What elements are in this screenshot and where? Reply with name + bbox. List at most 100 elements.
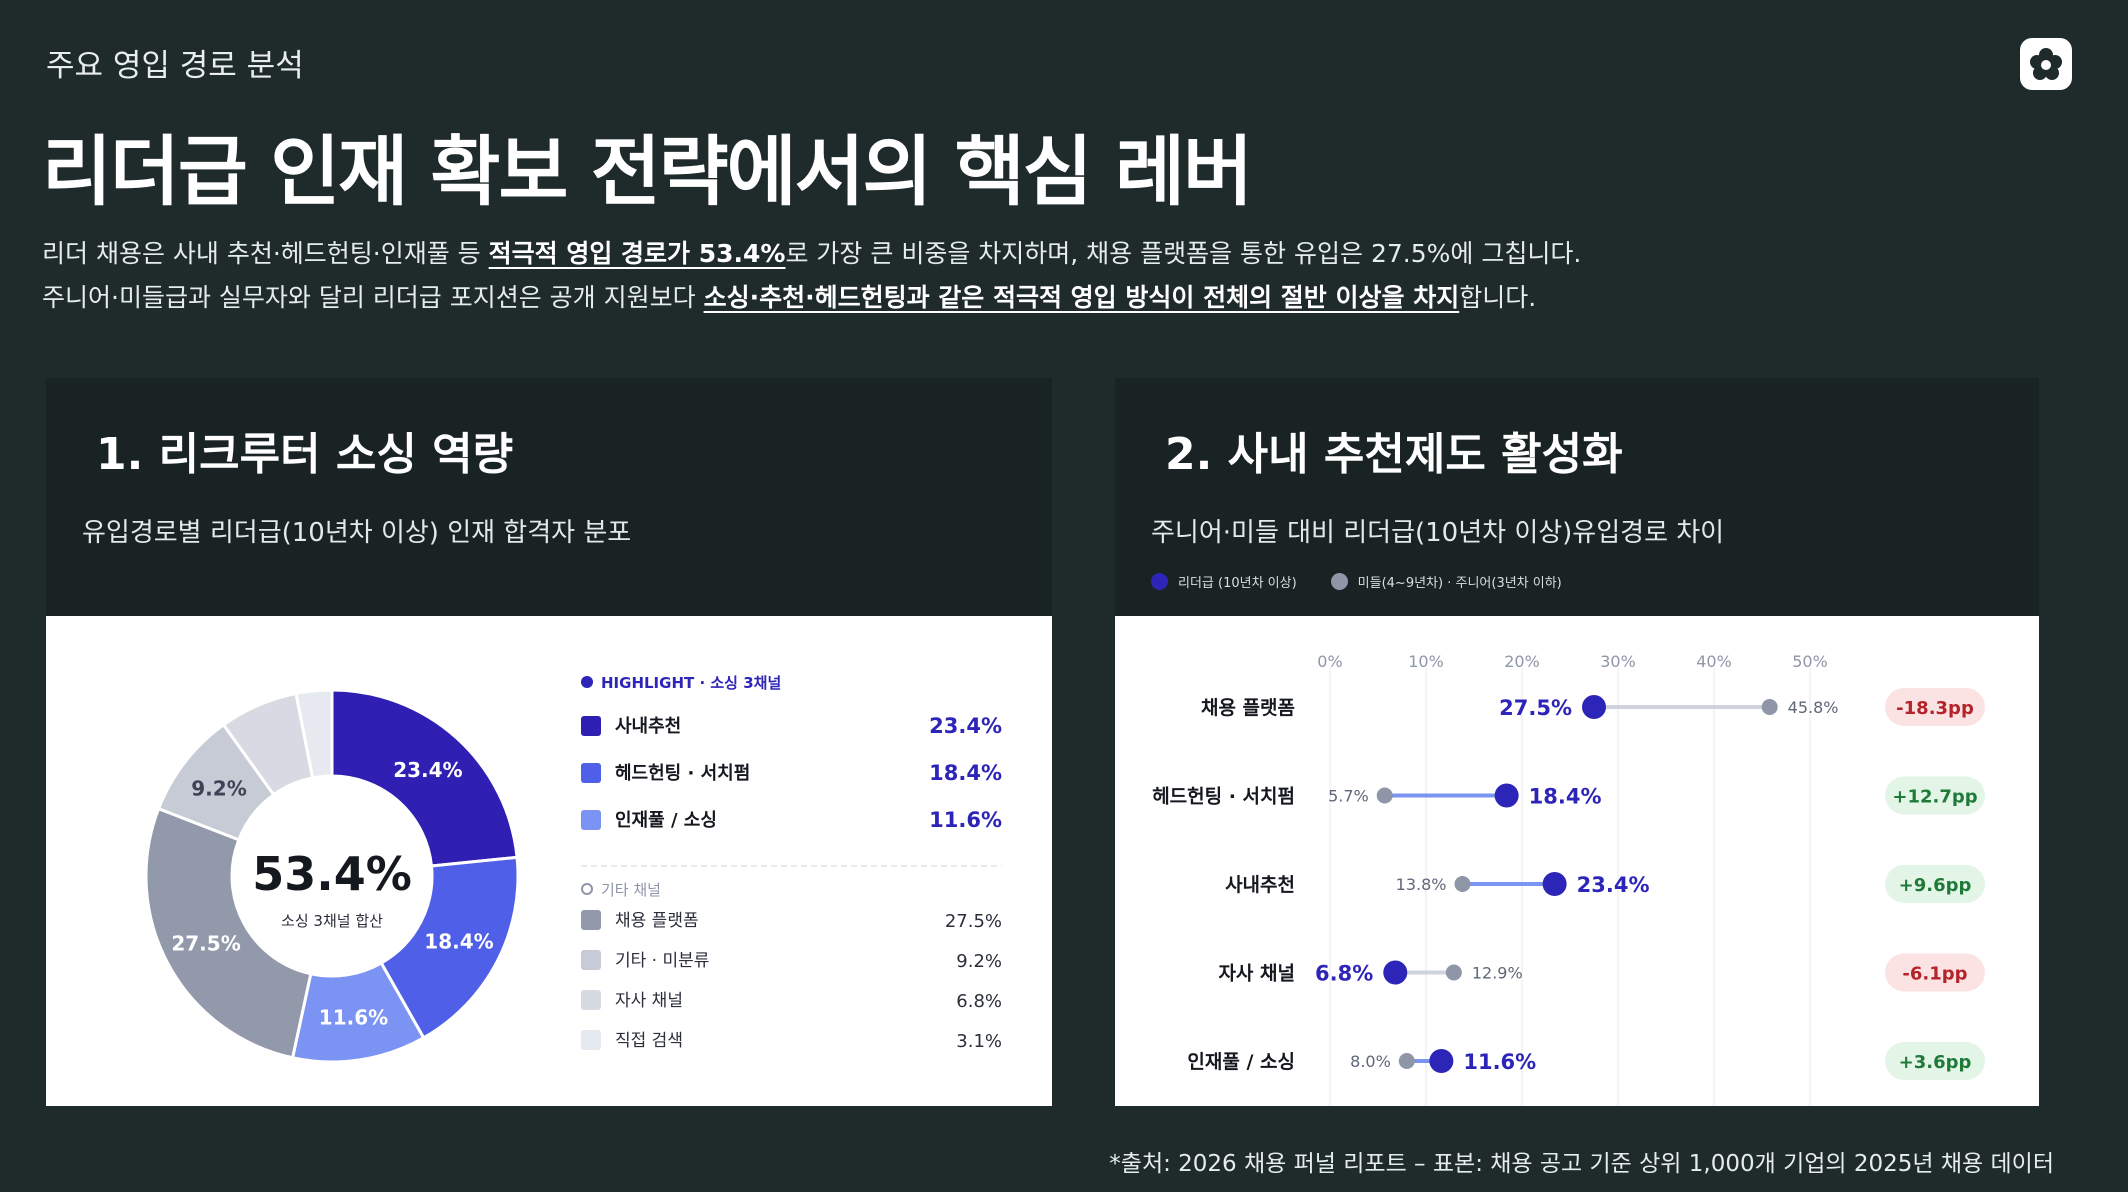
donut-slice-label: 18.4% (424, 930, 493, 954)
leader-value-label: 23.4% (1577, 873, 1650, 897)
diff-badge (1885, 1042, 1985, 1080)
legend-label: 직접 검색 (615, 1031, 683, 1051)
legend-value: 23.4% (929, 714, 1002, 738)
flower-logo-icon (2020, 38, 2072, 90)
row-label: 사내추천 (1225, 874, 1295, 896)
legend-junior-label: 미들(4~9년차) · 주니어(3년차 이하) (1357, 576, 1562, 591)
donut-slice (294, 688, 334, 780)
x-tick-label: 0% (1317, 652, 1342, 671)
eyebrow-label: 주요 영입 경로 분석 (46, 48, 304, 84)
donut-slice-label: 9.2% (191, 776, 246, 800)
row-label: 헤드헌팅 · 서치펌 (1152, 786, 1295, 808)
legend-leader-label: 리더급 (10년차 이상) (1178, 576, 1297, 591)
source-footnote: *출처: 2026 채용 퍼널 리포트 – 표본: 채용 공고 기준 상위 1,… (1109, 1151, 2054, 1177)
description-line-1: 리더 채용은 사내 추천·헤드헌팅·인재풀 등 적극적 영입 경로가 53.4%… (42, 232, 2042, 276)
donut-center-value: 53.4% (252, 847, 412, 901)
page-title: 리더급 인재 확보 전략에서의 핵심 레버 (42, 127, 1253, 216)
legend-value: 9.2% (956, 951, 1002, 972)
legend-swatch (581, 716, 601, 736)
diff-badge (1885, 688, 1985, 726)
legend-value: 3.1% (956, 1031, 1002, 1052)
donut-slice (379, 855, 520, 1040)
legend-label: 사내추천 (615, 716, 681, 737)
desc2-a: 주니어·미들급과 실무자와 달리 리더급 포지션은 공개 지원보다 (42, 283, 704, 312)
legend-swatch (581, 910, 601, 930)
diff-badge-label: +12.7pp (1892, 787, 1977, 808)
junior-point (1398, 1053, 1415, 1069)
junior-point (1761, 699, 1778, 715)
desc1-highlight: 적극적 영입 경로가 53.4% (488, 239, 786, 268)
desc2-c: 합니다. (1459, 283, 1537, 312)
donut-slice-label: 27.5% (171, 932, 240, 956)
junior-value-label: 5.7% (1328, 787, 1369, 806)
legend-other-header: 기타 채널 (601, 881, 661, 899)
desc2-highlight: 소싱·추천·헤드헌팅과 같은 적극적 영입 방식이 전체의 절반 이상을 차지 (703, 283, 1460, 312)
row-label: 자사 채널 (1218, 963, 1295, 985)
legend-leader-dot (1151, 573, 1168, 590)
legend-value: 27.5% (945, 911, 1002, 932)
leader-value-label: 11.6% (1463, 1050, 1536, 1074)
desc1-c: 로 가장 큰 비중을 차지하며, 채용 플랫폼을 통한 유입은 27.5%에 그… (785, 239, 1582, 268)
leader-point (1429, 1049, 1454, 1073)
legend-label: 자사 채널 (615, 991, 683, 1011)
diff-badge-label: +3.6pp (1899, 1052, 1972, 1073)
panel1-chart: 23.4% 18.4% 11.6% 27.5% 9.2% 53.4% 소싱 3채널 합산 HI… (46, 616, 1052, 1106)
legend-label: 채용 플랫폼 (615, 911, 699, 931)
legend-highlight-header: HIGHLIGHT · 소싱 3채널 (601, 674, 781, 692)
legend-label: 헤드헌팅 · 서치펌 (615, 763, 750, 784)
legend-label: 인재풀 / 소싱 (615, 810, 717, 831)
desc1-a: 리더 채용은 사내 추천·헤드헌팅·인재풀 등 (42, 239, 489, 268)
diff-badge (1885, 865, 1985, 903)
description-line-2: 주니어·미들급과 실무자와 달리 리더급 포지션은 공개 지원보다 소싱·추천·… (42, 276, 2042, 320)
other-header-dot (581, 883, 593, 895)
highlight-header-dot (581, 676, 593, 688)
legend-swatch (581, 810, 601, 830)
panel2-title: 2. 사내 추천제도 활성화 (1165, 429, 1623, 480)
leader-value-label: 6.8% (1315, 962, 1373, 986)
junior-value-label: 45.8% (1788, 698, 1839, 717)
diff-badge-label: +9.6pp (1899, 875, 1972, 896)
legend-value: 11.6% (929, 808, 1002, 832)
row-label: 인재풀 / 소싱 (1187, 1051, 1295, 1073)
panel1-subtitle: 유입경로별 리더급(10년차 이상) 인재 합격자 분포 (82, 518, 632, 548)
junior-value-label: 12.9% (1472, 964, 1523, 983)
description: 리더 채용은 사내 추천·헤드헌팅·인재풀 등 적극적 영입 경로가 53.4%… (42, 232, 2042, 320)
donut-slice-label: 11.6% (319, 1005, 388, 1029)
leader-value-label: 27.5% (1499, 696, 1572, 720)
diff-badge (1885, 776, 1985, 815)
junior-value-label: 8.0% (1350, 1052, 1391, 1071)
junior-point (1454, 876, 1471, 892)
donut-center-label: 소싱 3채널 합산 (281, 912, 383, 930)
panel2-subtitle: 주니어·미들 대비 리더급(10년차 이상)유입경로 차이 (1151, 518, 1725, 548)
leader-point (1494, 783, 1519, 808)
donut-slice-label: 23.4% (393, 758, 462, 782)
donut-chart: 23.4% 18.4% 11.6% 27.5% 9.2% 53.4% 소싱 3채널 합산 HI… (144, 674, 1002, 1064)
legend-swatch (581, 990, 601, 1010)
panel2-chart: 0% 10% 20% 30% 40% 50% 채용 플랫폼 27.5% 45.8% -18.3pp… (1115, 616, 2039, 1106)
donut-slice (144, 806, 313, 1060)
junior-value-label: 13.8% (1396, 875, 1447, 894)
row-label: 채용 플랫폼 (1201, 697, 1295, 719)
junior-point (1445, 964, 1462, 981)
legend-swatch (581, 1030, 601, 1050)
leader-value-label: 18.4% (1529, 785, 1602, 809)
leader-point (1582, 695, 1606, 719)
legend-swatch (581, 763, 601, 783)
legend-swatch (581, 950, 601, 970)
x-tick-label: 10% (1408, 652, 1444, 671)
leader-point (1542, 872, 1567, 896)
legend-junior-dot (1330, 573, 1348, 590)
x-tick-label: 20% (1504, 652, 1540, 671)
junior-point (1376, 787, 1393, 804)
dumbbell-chart: 0% 10% 20% 30% 40% 50% 채용 플랫폼 27.5% 45.8% -18.3pp… (1152, 652, 1985, 1106)
legend-value: 18.4% (929, 761, 1002, 785)
diff-badge-label: -6.1pp (1902, 964, 1967, 985)
leader-point (1383, 960, 1408, 985)
x-tick-label: 50% (1792, 652, 1828, 671)
x-tick-label: 40% (1696, 652, 1732, 671)
panel1-header: 1. 리크루터 소싱 역량 유입경로별 리더급(10년차 이상) 인재 합격자 … (46, 378, 1052, 616)
panel2-legend: 리더급 (10년차 이상) 미들(4~9년차) · 주니어(3년차 이하) (1151, 572, 1562, 591)
x-tick-label: 30% (1600, 652, 1636, 671)
panel1-title: 1. 리크루터 소싱 역량 (96, 429, 514, 480)
donut-slice (330, 688, 519, 868)
